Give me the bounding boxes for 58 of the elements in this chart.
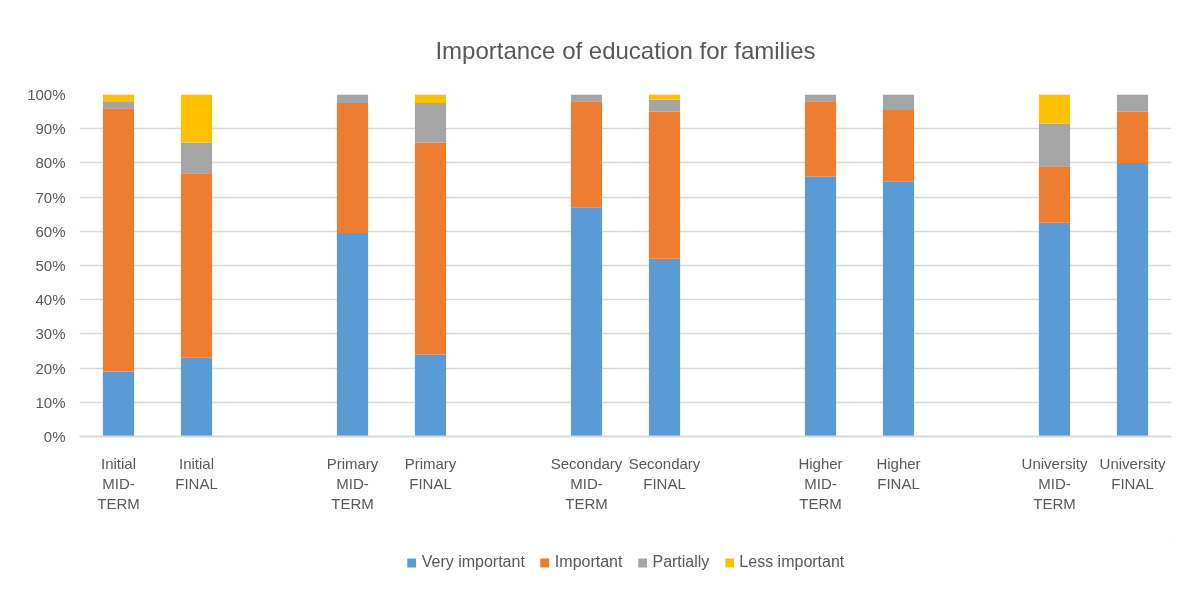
bar xyxy=(414,94,447,104)
x-tick-label: Primary FINAL xyxy=(404,454,457,492)
x-tick-label: Initial FINAL xyxy=(175,454,218,492)
bar xyxy=(1116,94,1149,112)
y-tick-label: 60% xyxy=(35,222,66,240)
bar xyxy=(1038,123,1071,167)
x-tick-label: Secondary MID-TERM xyxy=(550,454,623,513)
bar xyxy=(804,101,837,177)
bar xyxy=(648,99,681,112)
x-tick-label: University MID-TERM xyxy=(1021,454,1088,513)
bar xyxy=(1038,222,1071,437)
bar xyxy=(102,101,135,109)
bar xyxy=(570,101,603,208)
bar xyxy=(414,103,447,143)
bar xyxy=(1038,166,1071,223)
bar xyxy=(648,94,681,100)
x-tick-label: Higher MID-TERM xyxy=(798,454,843,513)
chart-title: Importance of education for families xyxy=(435,36,816,64)
bar xyxy=(336,103,369,234)
y-tick-label: 30% xyxy=(35,325,66,343)
bar xyxy=(414,142,447,355)
bar xyxy=(882,109,915,182)
bar xyxy=(648,111,681,259)
y-tick-label: 50% xyxy=(35,257,66,274)
bar xyxy=(180,357,213,437)
bar xyxy=(1116,162,1149,437)
y-tick-label: 0% xyxy=(43,428,66,445)
legend-label: Less important xyxy=(739,553,845,571)
x-tick-label: Secondary FINAL xyxy=(628,454,701,492)
x-tick-label: Initial MID-TERM xyxy=(97,454,140,513)
bar xyxy=(102,108,135,372)
bar xyxy=(180,142,213,174)
bar xyxy=(336,233,369,437)
bar xyxy=(1038,94,1071,124)
bar xyxy=(882,181,915,437)
bar xyxy=(414,354,447,437)
y-tick-label: 20% xyxy=(35,359,66,377)
legend-label: Partially xyxy=(652,553,710,571)
y-tick-label: 80% xyxy=(35,154,66,172)
y-tick-label: 90% xyxy=(35,120,66,138)
legend-label: Important xyxy=(554,553,623,571)
y-tick-label: 70% xyxy=(35,188,66,206)
x-tick-label: Primary MID-TERM xyxy=(326,454,379,513)
x-tick-label: University FINAL xyxy=(1099,454,1166,492)
bar xyxy=(336,94,369,104)
bar xyxy=(102,371,135,437)
x-tick-label: Higher FINAL xyxy=(876,454,921,492)
bar xyxy=(648,258,681,437)
bar xyxy=(804,176,837,437)
legend-label: Very important xyxy=(421,553,525,571)
bar xyxy=(180,173,213,358)
bar xyxy=(570,207,603,437)
y-tick-label: 10% xyxy=(35,393,66,411)
y-tick-label: 100% xyxy=(27,86,66,103)
bar xyxy=(882,94,915,110)
bar xyxy=(1116,111,1149,163)
y-tick-label: 40% xyxy=(35,291,66,309)
bar xyxy=(180,94,213,143)
